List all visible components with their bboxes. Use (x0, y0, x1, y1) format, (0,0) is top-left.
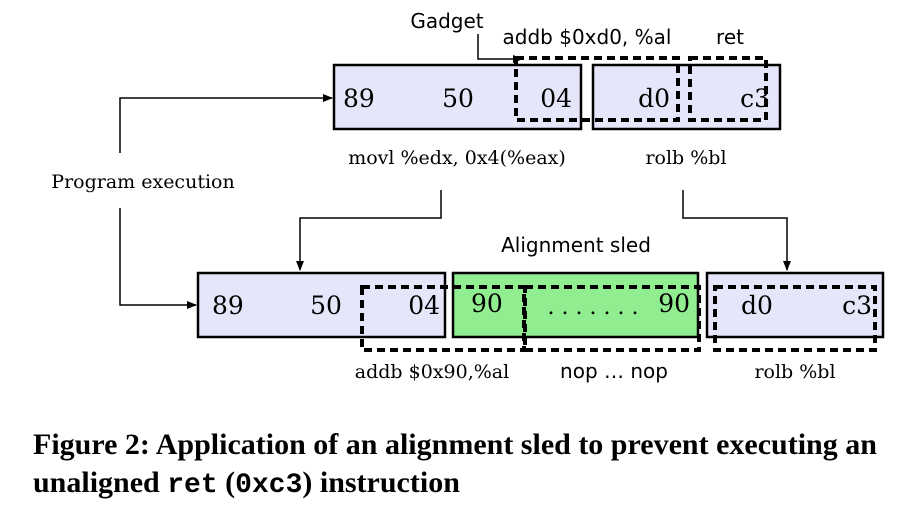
top-byte-89: 89 (343, 84, 375, 113)
top-instr-rolb: rolb %bl (645, 147, 726, 169)
top-dashed-addb-outline (514, 56, 680, 122)
bottom-dashed-rolb-outline (713, 285, 877, 352)
bottom-byte-50: 50 (310, 291, 342, 320)
caption-code-ret: ret (167, 470, 218, 501)
bottom-byte-89: 89 (212, 291, 244, 320)
caption-text-2: ( (217, 466, 236, 499)
alignment-sled-title: Alignment sled (501, 233, 651, 257)
gadget-arrow (477, 34, 523, 63)
bottom-dashed-nops-outline (523, 285, 701, 352)
program-execution-label: Program execution (51, 171, 234, 193)
top-block-1 (332, 63, 583, 131)
top-instr-addb: addb $0xd0, %al (503, 25, 672, 49)
alignment-sled-block (451, 271, 700, 339)
top-byte-d0: d0 (638, 84, 670, 113)
bottom-block-3 (705, 271, 885, 339)
top-instr-movl: movl %edx, 0x4(%eax) (348, 147, 566, 169)
movl-to-bottom-arrow (296, 190, 442, 271)
sled-byte-90-first: 90 (471, 289, 503, 318)
top-instr-ret: ret (716, 25, 744, 49)
program-execution-arrow-top (119, 94, 333, 153)
bottom-instr-addb: addb $0x90,%al (355, 361, 509, 383)
caption-text-3: ) instruction (302, 466, 460, 499)
alignment-sled-diagram: Gadget addb $0xd0, %al ret 89 50 04 d0 c… (51, 9, 885, 383)
bottom-byte-c3: c3 (842, 291, 872, 320)
rolb-to-bottom-arrow (682, 190, 791, 271)
bottom-block-1 (196, 271, 447, 339)
top-byte-50: 50 (442, 84, 474, 113)
bottom-dashed-addb-outline (360, 285, 526, 352)
bottom-instr-rolb: rolb %bl (754, 361, 835, 383)
caption-code-0xc3: 0xc3 (235, 470, 303, 501)
top-byte-c3: c3 (740, 84, 770, 113)
bottom-byte-04: 04 (408, 291, 440, 320)
top-dashed-ret-outline (688, 56, 768, 122)
sled-byte-90-last: 90 (658, 289, 690, 318)
figure-caption: Figure 2: Application of an alignment sl… (33, 426, 893, 505)
gadget-label: Gadget (410, 9, 483, 33)
caption-text-1: Figure 2: Application of an alignment sl… (33, 428, 877, 499)
bottom-byte-d0: d0 (741, 291, 773, 320)
bottom-instr-nops: nop … nop (560, 359, 668, 383)
sled-dots: . . . . . . . (548, 295, 639, 320)
top-byte-04: 04 (540, 84, 572, 113)
program-execution-arrow-bottom (119, 208, 197, 309)
